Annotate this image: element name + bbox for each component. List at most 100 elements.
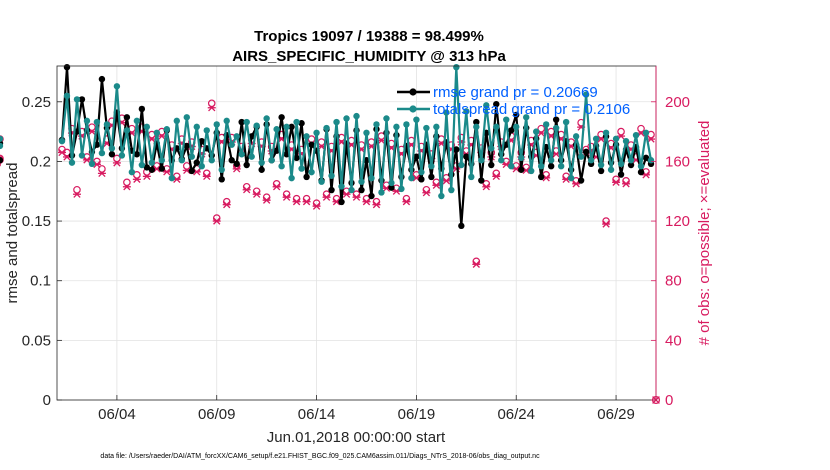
rmse-marker — [508, 127, 515, 134]
obs-evaluated-marker — [122, 183, 131, 191]
totalspread-marker — [567, 174, 575, 182]
totalspread-marker — [243, 118, 250, 126]
legend: rmse grand pr = 0.20669 totalspread gran… — [397, 84, 630, 118]
totalspread-marker — [378, 189, 385, 196]
rmse-marker — [637, 168, 645, 176]
totalspread-marker — [313, 129, 320, 136]
y-axis-label-right: # of obs: o=possible; ×=evaluated — [696, 121, 713, 346]
rmse-marker — [453, 146, 460, 153]
legend-rmse-label: rmse grand pr = 0.20669 — [433, 84, 598, 101]
totalspread-marker — [602, 129, 610, 136]
obs-evaluated-marker — [492, 172, 501, 180]
obs-evaluated-marker — [207, 104, 216, 112]
x-tick-label: 06/19 — [398, 406, 436, 423]
totalspread-marker — [612, 135, 620, 142]
rmse-marker — [617, 171, 625, 178]
totalspread-marker — [223, 117, 230, 125]
rmse-marker — [642, 154, 650, 162]
totalspread-marker — [273, 126, 280, 133]
x-tick-label: 06/09 — [198, 406, 236, 423]
totalspread-marker — [278, 163, 285, 170]
rmse-marker — [148, 166, 156, 173]
totalspread-marker — [508, 163, 515, 170]
obs-evaluated-marker — [622, 180, 631, 188]
totalspread-marker — [478, 157, 485, 164]
rmse-marker — [138, 105, 146, 113]
data-file-footnote: data file: /Users/raeder/DAI/ATM_forcXX/… — [100, 453, 540, 460]
totalspread-marker — [73, 96, 81, 103]
totalspread-marker — [393, 123, 400, 131]
totalspread-marker — [193, 123, 200, 131]
totalspread-marker — [503, 116, 510, 123]
totalspread-marker — [383, 115, 390, 122]
totalspread-marker — [592, 135, 600, 142]
totalspread-marker — [373, 121, 380, 128]
obs-evaluated-marker — [422, 189, 431, 197]
obs-evaluated-marker — [312, 202, 321, 210]
totalspread-marker — [268, 157, 275, 164]
obs-evaluated-marker — [647, 135, 656, 143]
obs-possible-marker — [637, 124, 645, 133]
totalspread-marker — [103, 121, 111, 128]
rmse-marker — [183, 142, 190, 150]
totalspread-marker — [238, 151, 245, 158]
totalspread-marker — [542, 121, 550, 128]
totalspread-marker — [632, 131, 640, 139]
y-tick-label-left: 0.1 — [30, 273, 51, 290]
left-axis-ticks: 0 0.05 0.1 0.15 0.2 0.25 — [22, 94, 62, 409]
totalspread-marker — [108, 145, 116, 152]
totalspread-marker — [88, 160, 96, 168]
totalspread-marker — [343, 115, 350, 122]
rmse-marker — [193, 159, 200, 166]
totalspread-marker — [363, 129, 370, 136]
y-axis-label-left: rmse and totalspread — [4, 163, 21, 304]
obs-evaluated-marker — [302, 198, 311, 206]
obs-evaluated-marker — [232, 165, 241, 173]
rmse-marker — [513, 111, 520, 119]
totalspread-marker — [533, 128, 540, 135]
rmse-marker — [98, 75, 106, 83]
totalspread-marker — [123, 127, 131, 134]
obs-evaluated-marker — [372, 201, 381, 209]
rmse-marker — [78, 96, 86, 103]
totalspread-marker — [133, 117, 141, 125]
totalspread-marker — [298, 165, 305, 172]
legend-spread-label: totalspread grand pr = 0.2106 — [433, 101, 630, 118]
y-tick-label-right: 160 — [665, 153, 690, 170]
y-tick-label-right: 120 — [665, 213, 690, 230]
totalspread-marker — [203, 127, 210, 134]
rmse-marker — [303, 173, 310, 181]
totalspread-marker — [627, 157, 635, 164]
obs-evaluated-marker — [402, 198, 411, 206]
totalspread-marker — [547, 157, 555, 164]
totalspread-marker — [128, 168, 136, 176]
obs-possible-marker — [0, 135, 4, 143]
obs-evaluated-marker — [322, 193, 331, 201]
rmse-marker — [143, 164, 151, 171]
rmse-marker — [288, 123, 295, 131]
obs-evaluated-marker — [612, 178, 621, 186]
totalspread-marker — [168, 174, 176, 182]
x-axis-label: Jun.01,2018 00:00:00 start — [267, 429, 446, 446]
totalspread-marker — [488, 145, 495, 152]
rmse-marker — [218, 176, 225, 183]
totalspread-marker — [98, 149, 106, 157]
rmse-marker — [458, 222, 465, 230]
rmse-marker — [577, 177, 585, 184]
totalspread-marker — [552, 124, 560, 132]
y-tick-label-left: 0 — [43, 392, 51, 409]
rmse-marker — [123, 114, 131, 121]
rmse-marker — [228, 157, 235, 164]
totalspread-marker — [58, 137, 66, 145]
rmse-marker — [473, 118, 480, 126]
totalspread-marker — [68, 159, 76, 166]
chart-title-line1: Tropics 19097 / 19388 = 98.499% — [254, 28, 484, 45]
rmse-marker — [368, 192, 375, 200]
obs-evaluated-marker — [202, 172, 211, 180]
y-tick-label-left: 0.15 — [22, 213, 51, 230]
rmse-marker — [478, 177, 485, 184]
obs-evaluated-marker — [472, 260, 481, 268]
rmse-marker — [338, 198, 345, 206]
rmse-marker — [133, 151, 141, 158]
totalspread-marker — [557, 163, 565, 170]
